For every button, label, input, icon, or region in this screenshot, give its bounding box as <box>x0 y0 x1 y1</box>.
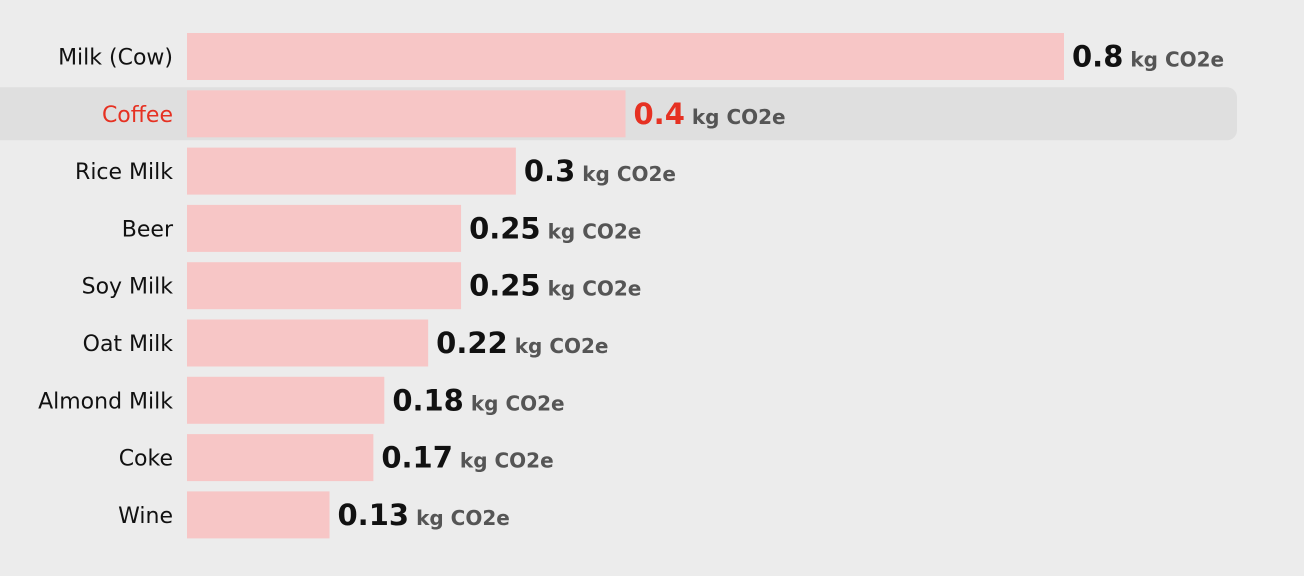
bar-almond-milk[interactable] <box>187 376 385 424</box>
value-unit-rice-milk: kg CO2e <box>582 162 676 186</box>
bar-row-oat-milk[interactable]: Oat Milk 0.22 kg CO2e <box>83 319 609 367</box>
bar-row-beer[interactable]: Beer 0.25 kg CO2e <box>122 204 642 252</box>
bar-row-rice-milk[interactable]: Rice Milk 0.3 kg CO2e <box>75 147 676 195</box>
value-label-milk-cow: 0.8 kg CO2e <box>1072 40 1224 74</box>
category-label-oat-milk: Oat Milk <box>83 332 174 357</box>
category-label-rice-milk: Rice Milk <box>75 160 173 185</box>
value-label-beer: 0.25 kg CO2e <box>469 211 641 245</box>
category-label-soy-milk: Soy Milk <box>82 275 174 300</box>
bar-row-soy-milk[interactable]: Soy Milk 0.25 kg CO2e <box>82 262 642 310</box>
value-label-rice-milk: 0.3 kg CO2e <box>524 154 676 188</box>
bar-row-coffee[interactable]: Coffee 0.4 kg CO2e <box>0 87 1237 141</box>
value-number-milk-cow: 0.8 <box>1072 40 1123 74</box>
value-unit-wine: kg CO2e <box>416 506 510 530</box>
value-label-oat-milk: 0.22 kg CO2e <box>436 326 608 360</box>
value-label-almond-milk: 0.18 kg CO2e <box>392 383 564 417</box>
value-number-almond-milk: 0.18 <box>392 383 464 417</box>
value-number-soy-milk: 0.25 <box>469 269 541 303</box>
bar-rice-milk[interactable] <box>187 147 516 195</box>
value-number-coffee: 0.4 <box>634 97 685 131</box>
category-label-beer: Beer <box>122 217 174 242</box>
category-label-coffee: Coffee <box>102 103 173 128</box>
value-number-rice-milk: 0.3 <box>524 154 575 188</box>
category-label-almond-milk: Almond Milk <box>38 389 173 414</box>
value-label-coke: 0.17 kg CO2e <box>381 441 553 475</box>
bar-soy-milk[interactable] <box>187 262 462 310</box>
value-number-beer: 0.25 <box>469 211 541 245</box>
value-unit-milk-cow: kg CO2e <box>1130 48 1224 72</box>
category-label-coke: Coke <box>119 447 173 472</box>
value-label-soy-milk: 0.25 kg CO2e <box>469 269 641 303</box>
value-number-wine: 0.13 <box>338 498 410 532</box>
value-number-coke: 0.17 <box>381 441 453 475</box>
category-label-milk-cow: Milk (Cow) <box>58 46 173 71</box>
bar-row-almond-milk[interactable]: Almond Milk 0.18 kg CO2e <box>38 376 565 424</box>
value-number-oat-milk: 0.22 <box>436 326 508 360</box>
value-label-wine: 0.13 kg CO2e <box>338 498 510 532</box>
bar-row-wine[interactable]: Wine 0.13 kg CO2e <box>118 491 510 539</box>
bar-wine[interactable] <box>187 491 330 539</box>
bar-oat-milk[interactable] <box>187 319 429 367</box>
bar-coffee[interactable] <box>187 90 626 138</box>
value-unit-coke: kg CO2e <box>460 449 554 473</box>
bar-row-coke[interactable]: Coke 0.17 kg CO2e <box>119 434 554 482</box>
category-label-wine: Wine <box>118 504 173 529</box>
value-unit-coffee: kg CO2e <box>692 105 786 129</box>
value-unit-soy-milk: kg CO2e <box>548 277 642 301</box>
value-unit-beer: kg CO2e <box>548 219 642 243</box>
bar-milk-cow[interactable] <box>187 33 1064 80</box>
bar-beer[interactable] <box>187 204 462 252</box>
bar-row-milk-cow[interactable]: Milk (Cow) 0.8 kg CO2e <box>58 33 1224 80</box>
value-unit-almond-milk: kg CO2e <box>471 391 565 415</box>
value-unit-oat-milk: kg CO2e <box>515 334 609 358</box>
value-label-coffee: 0.4 kg CO2e <box>634 97 786 131</box>
bar-coke[interactable] <box>187 434 374 482</box>
